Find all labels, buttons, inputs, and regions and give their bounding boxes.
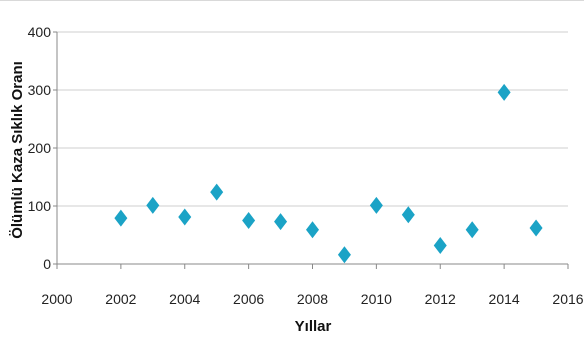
x-tick-labels: 2000 2002 2004 2006 2008 2010 2012 2014 2016 [41, 291, 583, 307]
x-tick-label: 2016 [552, 291, 583, 307]
data-point-2010 [369, 196, 383, 214]
x-tick-label: 2014 [489, 291, 520, 307]
x-axis-label: Yıllar [295, 318, 332, 335]
x-tick-label: 2012 [425, 291, 456, 307]
data-points [114, 83, 543, 264]
data-point-2011 [401, 206, 415, 224]
x-tick-label: 2008 [297, 291, 328, 307]
axes [53, 31, 569, 269]
data-point-2003 [146, 196, 160, 214]
y-tick-label: 100 [28, 198, 52, 214]
data-point-2005 [210, 183, 224, 201]
data-point-2009 [337, 246, 351, 264]
data-point-2007 [274, 213, 288, 231]
data-point-2002 [114, 209, 128, 227]
y-tick-label: 0 [43, 256, 51, 272]
data-point-2004 [178, 208, 192, 226]
data-point-2012 [433, 236, 447, 254]
data-point-2015 [529, 219, 543, 237]
y-tick-labels: 0 100 200 300 400 [28, 24, 52, 272]
x-tick-label: 2006 [233, 291, 264, 307]
x-tick-label: 2010 [361, 291, 392, 307]
top-border-line [0, 0, 584, 1]
data-point-2013 [465, 221, 479, 239]
y-tick-label: 300 [28, 82, 52, 98]
x-tick-label: 2004 [169, 291, 200, 307]
data-point-2006 [242, 212, 256, 229]
gridlines [57, 31, 568, 207]
x-tick-label: 2000 [41, 291, 72, 307]
data-point-2014 [497, 83, 511, 101]
data-point-2008 [306, 221, 319, 239]
y-axis-label: Ölümlü Kaza Sıklık Oranı [9, 61, 26, 239]
y-tick-label: 400 [28, 24, 52, 40]
x-tick-label: 2002 [105, 291, 136, 307]
y-tick-label: 200 [28, 140, 52, 156]
